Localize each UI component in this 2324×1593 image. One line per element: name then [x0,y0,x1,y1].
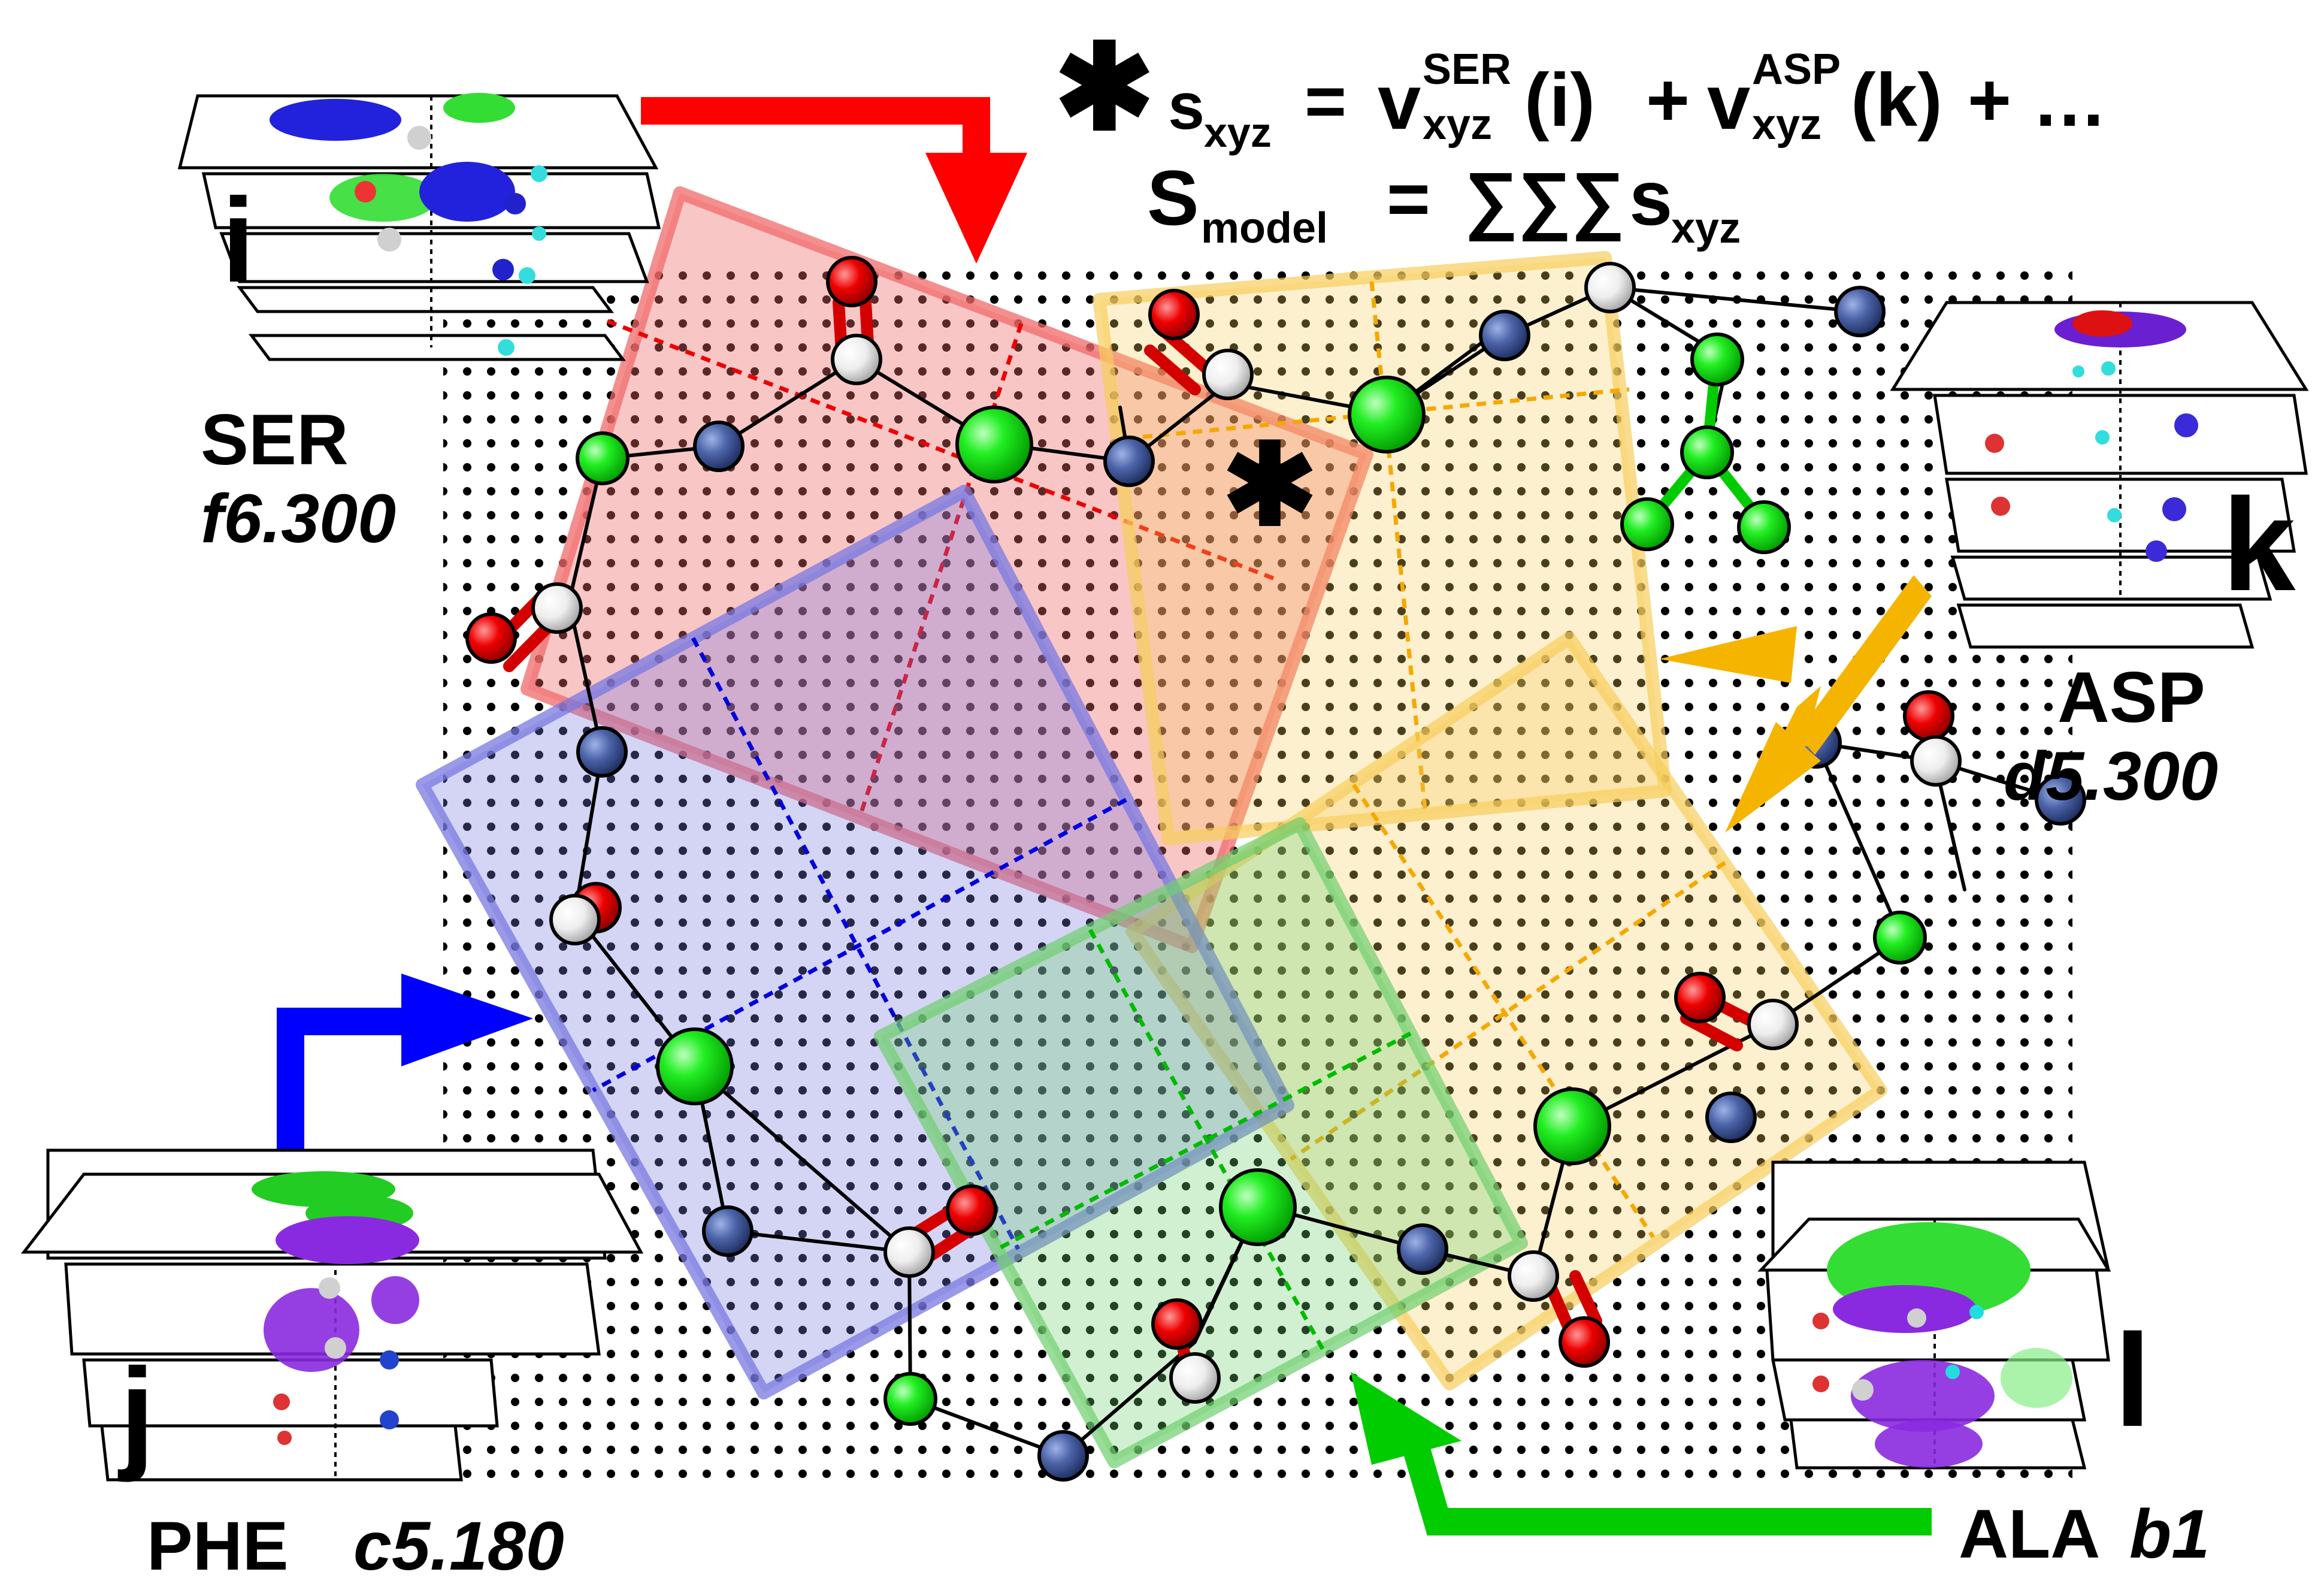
formula-v2-sub: xyz [1752,101,1821,149]
atom-hydrogen [831,334,882,385]
atoms [465,256,2086,1482]
residue-box-ala [874,817,1528,1468]
atom-nitrogen [1037,1430,1089,1482]
svg-text:PHE: PHE [147,1508,288,1585]
atom-nitrogen [1834,286,1886,337]
formula-S-sub: model [1201,204,1328,252]
atom-carbon [955,406,1033,483]
grid-star-marker: ✱ [1222,422,1317,549]
atom-nitrogen [1479,310,1530,361]
svg-text:b1: b1 [2129,1496,2210,1573]
atom-nitrogen [1397,1223,1448,1275]
atom-nitrogen [1103,436,1155,487]
atom-carbon [1219,1168,1297,1246]
formula-v2-arg: (k) [1851,59,1942,142]
stack-label-l: l [2114,1307,2151,1454]
atom-hydrogen [1169,1352,1221,1404]
atom-oxygen [1903,690,1954,742]
formula-plus: + [1646,59,1690,142]
atom-hydrogen [1584,262,1636,313]
arrow-phe [277,974,533,1168]
atom-hydrogen [1202,349,1254,400]
atom-carbon [656,1027,734,1105]
atom-nitrogen [576,726,628,778]
atom-carbon [1873,911,1927,965]
formula-eq: = [1305,61,1346,141]
rotamer-stack-ser [177,93,661,361]
formula-v1-arg: (i) [1524,59,1595,142]
rotamer-stack-asp [1890,301,2309,649]
rotamer-stack-ala [1757,1160,2111,1470]
atom-hydrogen [883,1226,935,1278]
formula-S: S [1147,154,1199,241]
atom-hydrogen [549,894,601,945]
atom-carbon [1680,425,1734,479]
arrow-asp [1659,575,1932,833]
atom-nitrogen [702,1205,754,1257]
residue-label-asp: ASP d5.300 [2004,657,2218,815]
atom-oxygen [1148,289,1200,340]
formula-s2-sub: xyz [1671,204,1741,252]
formula-v1-sub: xyz [1423,101,1492,149]
atom-nitrogen [1705,1092,1757,1143]
formula-s: s [1168,69,1205,143]
atom-oxygen [1559,1316,1610,1368]
formula-line-2: S model = ∑∑∑ s xyz [1147,154,1741,252]
atom-oxygen [465,612,517,664]
svg-text:ALA: ALA [1959,1496,2100,1573]
formula-eq2: = [1387,158,1430,241]
svg-text:SER: SER [201,400,349,480]
atom-carbon [1348,376,1426,454]
atom-hydrogen [1747,999,1799,1050]
atom-nitrogen [693,421,745,472]
svg-text:f6.300: f6.300 [201,480,396,557]
formula-v2-sup: ASP [1752,46,1841,93]
atom-oxygen [1151,1298,1203,1350]
residue-label-ala: ALA b1 [1959,1496,2210,1573]
atom-carbon [1533,1087,1611,1165]
formula-v1-sup: SER [1423,46,1511,93]
svg-text:c5.180: c5.180 [353,1508,564,1585]
rotamer-stack-phe [20,1148,644,1482]
atom-oxygen [946,1184,997,1236]
residue-label-ser: SER f6.300 [201,400,396,557]
arrow-ser [641,97,1027,264]
formula-s2: s [1629,154,1672,241]
svg-text:ASP: ASP [2057,657,2205,737]
formula-sums: ∑∑∑ [1464,158,1624,241]
atom-nitrogen [2035,774,2086,826]
formula-line-1: ✱ s xyz = v SER xyz (i) + v ASP xyz (k) … [1054,21,2107,156]
svg-text:d5.300: d5.300 [2004,738,2218,815]
atom-hydrogen [1910,735,1962,787]
atom-carbon [1620,497,1674,551]
atom-oxygen [1674,972,1726,1023]
atom-carbon [1690,332,1744,386]
stack-label-k: k [2222,471,2296,618]
arrow-ala [1351,1372,1932,1535]
atom-oxygen [826,256,877,307]
formula-star: ✱ [1054,21,1155,155]
stack-label-i: i [222,174,255,307]
stack-label-j: j [117,1342,155,1483]
atom-carbon [1737,500,1791,554]
atom-hydrogen [1508,1250,1559,1302]
formula-tail: + … [1968,59,2107,142]
formula-v1: v [1378,58,1421,146]
formula-v2: v [1707,58,1750,146]
atom-hydrogen [531,582,583,634]
residue-label-phe: PHE c5.180 [147,1508,564,1585]
formula-s-sub: xyz [1204,109,1272,156]
atom-carbon [576,431,630,485]
atom-carbon [883,1372,937,1426]
residue-box-phe [416,485,1294,1399]
